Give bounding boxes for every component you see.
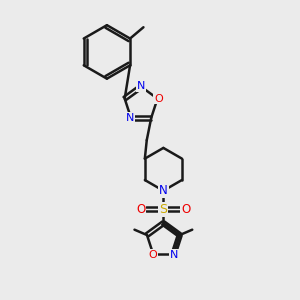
Text: N: N bbox=[126, 113, 134, 123]
Text: O: O bbox=[136, 202, 146, 216]
Text: N: N bbox=[137, 81, 145, 91]
Text: O: O bbox=[181, 202, 190, 216]
Text: O: O bbox=[154, 94, 163, 103]
Text: N: N bbox=[159, 184, 168, 197]
Text: S: S bbox=[159, 202, 167, 216]
Text: O: O bbox=[148, 250, 157, 260]
Text: N: N bbox=[170, 250, 178, 260]
